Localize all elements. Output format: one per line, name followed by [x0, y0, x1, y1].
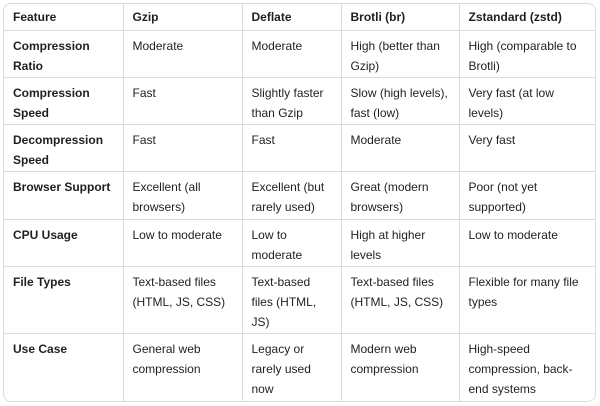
feature-cell: Use Case — [4, 333, 124, 401]
feature-cell: Browser Support — [4, 171, 124, 220]
table-cell: Excellent (all browsers) — [123, 171, 243, 220]
table-row: Decompression Speed Fast Fast Moderate V… — [4, 124, 595, 173]
feature-cell: Decompression Speed — [4, 124, 124, 173]
feature-cell: Compression Ratio — [4, 30, 124, 78]
table-cell: Low to moderate — [459, 219, 595, 267]
table-cell: Slightly faster than Gzip — [242, 77, 342, 126]
header-gzip: Gzip — [123, 4, 243, 31]
table-row: Use Case General web compression Legacy … — [4, 333, 595, 401]
table-cell: High-speed compression, back-end systems — [468, 342, 573, 397]
table-cell: Low to moderate — [242, 219, 342, 267]
table-cell: Legacy or rarely used now — [242, 333, 342, 401]
table-cell: Moderate — [341, 124, 460, 173]
table-cell: Poor (not yet supported) — [459, 171, 595, 220]
table-cell: Great (modern browsers) — [341, 171, 460, 220]
table-row: Browser Support Excellent (all browsers)… — [4, 171, 595, 220]
table-cell: High (better than Gzip) — [341, 30, 460, 78]
table-cell: Flexible for many file types — [459, 266, 595, 335]
table-row: Compression Speed Fast Slightly faster t… — [4, 77, 595, 126]
table-cell: Fast — [123, 77, 243, 126]
header-brotli: Brotli (br) — [341, 4, 460, 31]
table-cell: General web compression — [123, 333, 243, 401]
table-row: CPU Usage Low to moderate Low to moderat… — [4, 219, 595, 267]
header-zstd: Zstandard (zstd) — [459, 4, 595, 31]
header-feature: Feature — [4, 4, 124, 31]
header-deflate: Deflate — [242, 4, 342, 31]
table-cell: Very fast — [459, 124, 595, 173]
compression-comparison-table: Feature Gzip Deflate Brotli (br) Zstanda… — [4, 4, 595, 401]
feature-cell: CPU Usage — [4, 219, 124, 267]
table-cell: Text-based files (HTML, JS, CSS) — [123, 266, 243, 335]
table-header-row: Feature Gzip Deflate Brotli (br) Zstanda… — [4, 4, 595, 31]
table-cell: Fast — [123, 124, 243, 173]
table-cell: Moderate — [242, 30, 342, 78]
table-cell: Moderate — [123, 30, 243, 78]
table-row: File Types Text-based files (HTML, JS, C… — [4, 266, 595, 335]
table-cell: High (comparable to Brotli) — [459, 30, 595, 78]
table-cell: Modern web compression — [341, 333, 460, 401]
table-cell: High at higher levels — [341, 219, 460, 267]
table-cell: Fast — [242, 124, 342, 173]
table-cell: Low to moderate — [123, 219, 243, 267]
feature-cell: Compression Speed — [4, 77, 124, 126]
table-cell: Text-based files (HTML, JS) — [242, 266, 342, 335]
table-cell: Very fast (at low levels) — [459, 77, 595, 126]
table-cell: Text-based files (HTML, JS, CSS) — [341, 266, 460, 335]
table-row: Compression Ratio Moderate Moderate High… — [4, 30, 595, 78]
comparison-table-container: Feature Gzip Deflate Brotli (br) Zstanda… — [3, 3, 596, 402]
table-cell: Slow (high levels), fast (low) — [341, 77, 460, 126]
table-cell: Excellent (but rarely used) — [242, 171, 342, 220]
feature-cell: File Types — [4, 266, 124, 335]
